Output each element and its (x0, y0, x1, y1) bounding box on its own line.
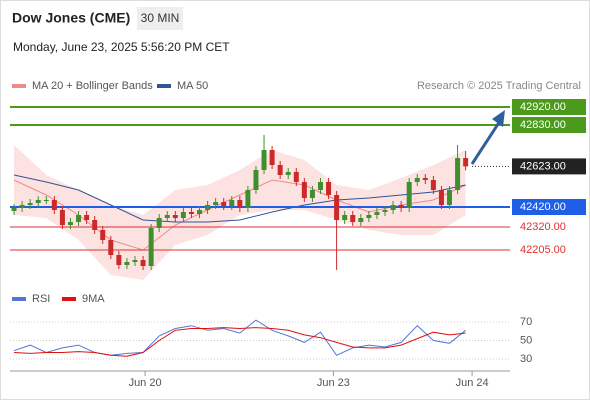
candle-body (188, 212, 194, 214)
candle-body (229, 200, 235, 206)
legend-label: RSI (32, 293, 50, 305)
candle-body (132, 260, 138, 262)
candle-body (100, 230, 106, 240)
candle-body (253, 170, 259, 190)
candle-body (43, 200, 49, 201)
y-tick-label: 70 (520, 316, 532, 328)
candle-body (76, 215, 82, 222)
level-label-box (512, 117, 586, 133)
candle-body (309, 190, 315, 198)
level-label: 42205.00 (520, 244, 566, 256)
source-credit: Research © 2025 Trading Central (417, 80, 581, 92)
legend-label: 9MA (82, 293, 105, 305)
candle-body (27, 203, 33, 205)
candle-body (326, 182, 332, 195)
candle-body (358, 218, 364, 222)
candle-body (84, 215, 90, 220)
forecast-arrow (470, 120, 502, 165)
candle-body (390, 205, 396, 210)
candle-body (398, 205, 404, 208)
candle-body (455, 158, 461, 190)
candle-body (463, 158, 469, 167)
candle-body (221, 202, 227, 206)
candle-body (164, 215, 170, 218)
level-label: 42830.00 (520, 119, 566, 131)
plot: MA 20 + Bollinger Bands MA 50 Research © 2… (10, 80, 586, 389)
y-tick-label: 50 (520, 334, 532, 346)
level-label: 42320.00 (520, 221, 566, 233)
x-tick-label: Jun 24 (456, 377, 489, 389)
candle-body (374, 212, 380, 215)
legend-swatch (12, 297, 26, 301)
indicator-line (13, 327, 466, 357)
candle-body (148, 228, 154, 266)
candle-body (124, 262, 130, 265)
candle-body (237, 200, 243, 208)
candle-body (156, 218, 162, 228)
y-tick-label: 30 (520, 353, 532, 365)
candle-body (438, 190, 444, 205)
candle-body (108, 240, 114, 255)
x-tick-label: Jun 20 (129, 377, 162, 389)
legend-label: MA 20 + Bollinger Bands (32, 80, 153, 92)
candle-body (19, 205, 25, 208)
legend-swatch (157, 84, 171, 88)
level-label-box (512, 158, 586, 175)
candle-body (447, 190, 453, 205)
candle-body (51, 200, 57, 210)
level-label: 42920.00 (520, 101, 566, 113)
candle-body (301, 182, 307, 198)
candle-body (35, 200, 41, 203)
candle-body (414, 178, 420, 182)
interval-pill[interactable] (137, 7, 183, 30)
indicator-line (13, 319, 466, 356)
level-label-box (512, 199, 586, 215)
instrument-title: Dow Jones (CME) (12, 10, 130, 26)
candle-body (277, 165, 283, 175)
level-label: 42420.00 (520, 201, 566, 213)
candle-body (382, 210, 388, 212)
candle-body (172, 215, 178, 218)
level-label-box (512, 99, 586, 115)
candle-body (180, 212, 186, 218)
legend-swatch (62, 297, 76, 301)
candle-body (197, 210, 203, 214)
candle-body (350, 215, 356, 222)
timestamp: Monday, June 23, 2025 5:56:20 PM CET (13, 40, 230, 54)
candle-body (285, 172, 291, 175)
candle-body (245, 190, 251, 208)
candle-body (406, 182, 412, 208)
x-tick-label: Jun 23 (317, 377, 350, 389)
candle-body (293, 172, 299, 182)
legend-label: MA 50 (177, 80, 208, 92)
candle-body (366, 215, 372, 218)
candle-body (92, 220, 98, 230)
candle-body (11, 208, 17, 211)
moving-average (13, 174, 466, 223)
candle-body (140, 260, 146, 266)
candle-body (59, 210, 65, 225)
candle-body (67, 222, 73, 225)
candle-body (342, 215, 348, 220)
bollinger-band (14, 145, 466, 280)
level-label: 42623.00 (520, 160, 566, 172)
forecast-arrowhead (492, 110, 505, 127)
legend-swatch (12, 84, 26, 88)
candle-body (269, 150, 275, 165)
candle-body (116, 255, 122, 265)
candle-body (334, 195, 340, 220)
candle-body (205, 205, 211, 210)
candle-body (422, 178, 428, 180)
candle-body (261, 150, 267, 170)
candle-body (430, 180, 436, 190)
interval-label[interactable]: 30 MIN (141, 11, 180, 25)
candle-body (317, 182, 323, 190)
candle-body (213, 202, 219, 205)
